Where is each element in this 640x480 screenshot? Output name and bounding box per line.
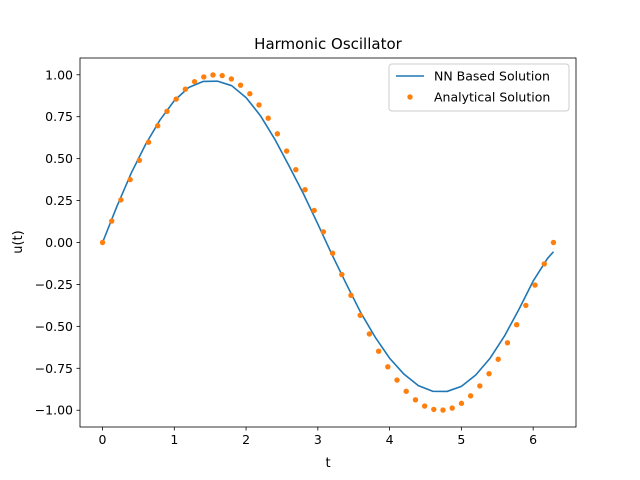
y-tick-label: 1.00 — [45, 67, 73, 82]
y-tick-label: −0.75 — [35, 361, 73, 376]
data-point-analytical — [421, 403, 428, 409]
y-tick-label: −0.50 — [35, 319, 73, 334]
y-tick-label: −0.25 — [35, 277, 73, 292]
data-point-analytical — [265, 115, 271, 121]
data-point-analytical — [164, 108, 170, 115]
data-point-analytical — [311, 207, 317, 214]
y-axis: −1.00 −0.75 −0.50 −0.25 0.00 0.25 0.50 0.75 1.00 — [35, 67, 80, 418]
x-tick-label: 6 — [529, 432, 537, 447]
y-tick-label: 0.75 — [45, 109, 73, 124]
data-point-analytical — [283, 148, 290, 154]
data-point-analytical — [219, 72, 225, 79]
data-point-analytical — [467, 393, 474, 399]
data-point-analytical — [440, 407, 446, 413]
x-tick-label: 5 — [457, 432, 465, 447]
data-point-analytical — [385, 364, 391, 370]
x-axis: 0 1 2 3 4 5 6 — [99, 427, 537, 447]
data-point-analytical — [302, 186, 308, 193]
data-point-analytical — [458, 400, 465, 407]
legend-dot-swatch — [407, 94, 413, 100]
data-point-analytical — [99, 239, 106, 246]
data-point-analytical — [550, 239, 557, 246]
data-point-analytical — [228, 76, 235, 82]
plot-series — [99, 72, 557, 413]
data-point-analytical — [403, 388, 409, 394]
data-point-analytical — [375, 348, 382, 354]
data-point-analytical — [495, 356, 501, 362]
data-point-analytical — [329, 250, 336, 256]
data-point-analytical — [201, 74, 207, 80]
data-point-analytical — [532, 282, 538, 288]
y-tick-label: 0.00 — [45, 235, 73, 250]
data-point-analytical — [366, 331, 373, 337]
data-point-analytical — [477, 383, 483, 389]
data-point-analytical — [191, 78, 198, 85]
legend-entry-analytical: Analytical Solution — [434, 90, 550, 105]
data-point-analytical — [320, 229, 327, 235]
data-point-analytical — [293, 167, 299, 173]
x-tick-label: 1 — [170, 432, 178, 447]
data-point-analytical — [155, 123, 161, 129]
legend-box — [388, 63, 570, 112]
data-point-analytical — [173, 96, 179, 102]
x-tick-label: 3 — [314, 432, 322, 447]
data-point-analytical — [412, 397, 419, 403]
data-point-analytical — [274, 131, 281, 137]
data-point-analytical — [513, 321, 520, 328]
x-tick-label: 0 — [99, 432, 107, 447]
data-point-analytical — [145, 139, 152, 145]
data-point-analytical — [486, 370, 492, 377]
data-point-analytical — [541, 261, 547, 267]
data-point-analytical — [504, 340, 511, 346]
x-tick-label: 4 — [386, 432, 394, 447]
data-point-analytical — [339, 271, 345, 278]
chart-title: Harmonic Oscillator — [254, 35, 402, 53]
legend: NN Based Solution Analytical Solution — [388, 63, 570, 112]
x-axis-label: t — [325, 456, 330, 471]
data-point-analytical — [357, 312, 363, 318]
y-tick-label: 0.50 — [45, 151, 73, 166]
data-point-analytical — [256, 102, 262, 108]
data-point-analytical — [394, 377, 400, 383]
x-tick-label: 2 — [242, 432, 250, 447]
data-point-analytical — [523, 302, 529, 309]
data-point-analytical — [449, 405, 455, 411]
data-point-analytical — [431, 406, 437, 413]
y-tick-label: 0.25 — [45, 193, 73, 208]
data-point-analytical — [182, 86, 189, 92]
data-point-analytical — [210, 72, 216, 78]
data-point-analytical — [136, 157, 143, 164]
data-point-analytical — [118, 197, 124, 203]
legend-entry-nn: NN Based Solution — [434, 69, 550, 84]
data-point-analytical — [237, 82, 244, 88]
data-point-analytical — [247, 91, 253, 97]
data-point-analytical — [109, 218, 115, 224]
data-point-analytical — [127, 176, 133, 183]
y-axis-label: u(t) — [11, 230, 26, 253]
data-point-analytical — [348, 292, 354, 299]
y-tick-label: −1.00 — [35, 403, 73, 418]
